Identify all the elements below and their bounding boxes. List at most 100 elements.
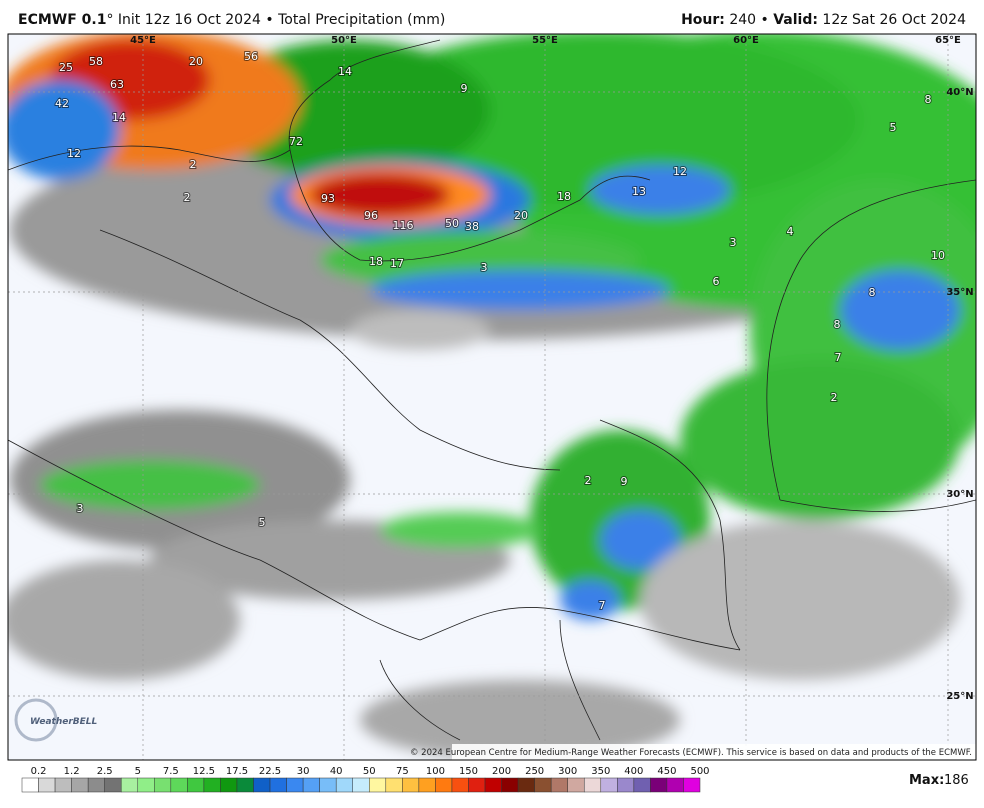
field: Total Precipitation (mm) [278,12,446,28]
colorbar: 0.2 1.2 2.5 5 7.5 12.5 17.5 22.5 30 40 50 75 100 150 2… [21,766,710,793]
precip-value: 14 [112,111,126,124]
colorbar-box [683,777,701,793]
max-label: Max: [909,773,944,788]
precip-value: 38 [465,220,479,233]
colorbar-tick: 400 [624,766,643,777]
colorbar-tick: 75 [396,766,409,777]
colorbar-tick: 450 [657,766,676,777]
colorbar-tick: 5 [135,766,141,777]
precip-value: 2 [184,191,191,204]
lat-label: 25°N [946,691,973,702]
colorbar-box [352,777,370,793]
graticule [8,34,976,760]
colorbar-box [38,777,56,793]
colorbar-box [302,777,320,793]
lon-label: 50°E [331,35,357,46]
precip-value: 72 [289,135,303,148]
precip-value: 25 [59,61,73,74]
header-left: ECMWF 0.1° Init 12z 16 Oct 2024 • Total … [18,12,445,28]
degree: ° [106,12,114,28]
precip-value: 50 [445,217,459,230]
lat-label: 35°N [946,287,973,298]
map-labels: 45°E 50°E 55°E 60°E 65°E40°N35°N30°N25°N25 58… [54,35,974,702]
colorbar-tick: 0.2 [31,766,47,777]
precip-value: 58 [89,55,103,68]
colorbar-box [451,777,469,793]
colorbar-box [633,777,651,793]
colorbar-box [120,777,139,793]
colorbar-box [236,777,254,793]
precip-value: 93 [321,192,335,205]
colorbar-box [650,777,668,793]
precip-value: 20 [514,209,528,222]
precip-value: 12 [673,165,687,178]
colorbar-box [550,777,568,793]
precip-value: 2 [831,391,838,404]
colorbar-tick: 7.5 [163,766,179,777]
precip-value: 13 [632,185,646,198]
init: Init 12z 16 Oct 2024 [117,12,261,28]
precip-value: 20 [189,55,203,68]
colorbar-box [484,777,502,793]
colorbar-tick: 12.5 [193,766,215,777]
colorbar-tick: 300 [558,766,577,777]
lat-label: 40°N [946,87,973,98]
precip-value: 5 [259,516,266,529]
colorbar-box [71,777,89,793]
precip-field [8,34,976,760]
borders [8,39,976,741]
colorbar-box [319,777,337,793]
colorbar-box [54,777,72,793]
colorbar-box [170,777,188,793]
credit: © 2024 European Centre for Medium-Range … [410,748,972,758]
colorbar-box [220,777,238,793]
precip-value: 8 [925,93,932,106]
colorbar-tick: 2.5 [97,766,113,777]
colorbar-tick: 200 [492,766,511,777]
sep: • [265,12,274,28]
precip-value: 2 [190,158,197,171]
colorbar-tick: 250 [525,766,544,777]
colorbar-tick: 1.2 [64,766,80,777]
lon-label: 45°E [130,35,156,46]
precip-value: 42 [55,97,69,110]
colorbar-tick: 40 [330,766,343,777]
colorbar-box [402,777,420,793]
colorbar-tick: 22.5 [259,766,281,777]
colorbar-tick: 17.5 [226,766,248,777]
colorbar-box [617,777,635,793]
precip-value: 3 [730,236,737,249]
precip-value: 8 [834,318,841,331]
header-right: Hour: 240 • Valid: 12z Sat 26 Oct 2024 [681,12,966,28]
hour-label: Hour: [681,12,725,28]
colorbar-box [385,777,403,793]
precip-value: 18 [557,190,571,203]
colorbar-box [501,777,519,793]
colorbar-box [369,777,387,793]
valid-label: Valid: [773,12,818,28]
precip-value: 18 [369,255,383,268]
valid: 12z Sat 26 Oct 2024 [822,12,966,28]
colorbar-box [137,777,155,793]
colorbar-box [87,777,105,793]
precip-value: 10 [931,249,945,262]
lon-label: 65°E [935,35,961,46]
precip-value: 3 [481,261,488,274]
colorbar-tick: 30 [297,766,310,777]
hour: 240 [729,12,757,28]
model: ECMWF 0.1 [18,12,107,28]
colorbar-tick: 100 [426,766,445,777]
colorbar-box [335,777,353,793]
lon-label: 55°E [532,35,558,46]
colorbar-box [203,777,221,793]
colorbar-box [600,777,618,793]
precip-value: 12 [67,147,81,160]
sep: • [760,12,769,28]
precip-value: 56 [244,50,258,63]
lat-label: 30°N [946,489,973,500]
precip-value: 116 [393,219,414,232]
precip-value: 2 [585,474,592,487]
colorbar-box [286,777,304,793]
header: ECMWF 0.1° Init 12z 16 Oct 2024 • Total … [18,12,966,32]
